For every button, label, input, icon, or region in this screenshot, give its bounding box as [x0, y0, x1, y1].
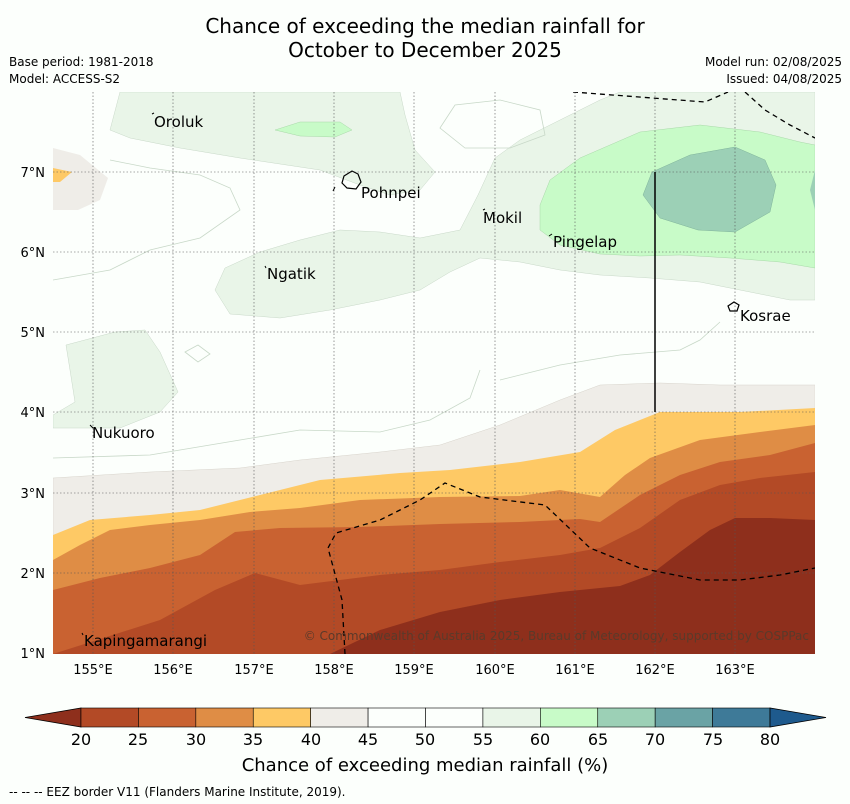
pohnpei-island — [341, 170, 362, 190]
ngatik-atoll-mark — [264, 265, 267, 269]
model-name: Model: ACCESS-S2 — [9, 72, 121, 86]
place-label-kapingamarangi: Kapingamarangi — [84, 632, 207, 650]
contour-loop-b — [439, 99, 546, 149]
title-line-1: Chance of exceeding the median rainfall … — [205, 14, 645, 38]
lon-tick: 161°E — [555, 663, 595, 678]
lat-tick: 1°N — [21, 647, 46, 662]
colorbar-under-arrow — [24, 707, 82, 728]
map-title: Chance of exceeding the median rainfall … — [0, 14, 850, 62]
place-label-kosrae: Kosrae — [740, 307, 791, 325]
place-label-mokil: Mokil — [483, 209, 522, 227]
region-35-40-corner — [53, 168, 72, 182]
colorbar-tick: 25 — [128, 730, 148, 749]
lon-tick: 155°E — [73, 663, 113, 678]
lon-tick: 158°E — [314, 663, 354, 678]
place-label-nukuoro: Nukuoro — [92, 424, 155, 442]
colorbar-tick: 40 — [301, 730, 321, 749]
lon-tick: 160°E — [475, 663, 515, 678]
place-label-pohnpei: Pohnpei — [361, 184, 421, 202]
colorbar-tick: 45 — [358, 730, 378, 749]
contour-loop-a — [184, 344, 211, 363]
lon-ticks: 155°E 156°E 157°E 158°E 159°E 160°E 161°… — [73, 663, 755, 678]
region-55-60-north — [109, 92, 436, 196]
colorbar-cell — [712, 707, 771, 728]
colorbar-cell — [252, 707, 311, 728]
lon-tick: 162°E — [635, 663, 675, 678]
issued-date: Issued: 04/08/2025 — [726, 72, 842, 86]
place-label-ngatik: Ngatik — [267, 265, 316, 283]
lon-tick: 156°E — [153, 663, 193, 678]
footnote: -- -- -- EEZ border V11 (Flanders Marine… — [9, 785, 346, 799]
colorbar-cell — [138, 707, 197, 728]
region-under-20-south — [330, 518, 815, 654]
contour-line-b — [499, 321, 721, 381]
colorbar-cell — [310, 707, 369, 728]
region-65-70-edge — [810, 170, 815, 210]
colorbar-cell — [654, 707, 713, 728]
colorbar-label: Chance of exceeding median rainfall (%) — [241, 755, 609, 776]
colorbar-cell — [367, 707, 426, 728]
ant-atoll-mark — [332, 186, 336, 192]
title-line-2: October to December 2025 — [288, 38, 562, 62]
lat-tick: 6°N — [21, 246, 46, 261]
lon-tick: 159°E — [394, 663, 434, 678]
place-label-pingelap: Pingelap — [553, 233, 617, 251]
pingelap-atoll-mark — [548, 233, 553, 237]
base-period: Base period: 1981-2018 — [9, 55, 154, 69]
colorbar-cell — [80, 707, 139, 728]
colorbar-tick: 35 — [243, 730, 263, 749]
colorbar-cell — [195, 707, 254, 728]
colorbar-cell — [425, 707, 484, 728]
kapingamarangi-atoll-mark — [81, 632, 84, 636]
copyright-text: © Commonwealth of Australia 2025, Bureau… — [304, 629, 809, 643]
map-area: Oroluk Pohnpei Mokil Pingelap Ngatik Kos… — [53, 92, 815, 654]
colorbar-tick: 70 — [645, 730, 665, 749]
colorbar-tick: 60 — [530, 730, 550, 749]
colorbar: 20 25 30 35 40 45 50 55 60 65 70 75 80 — [24, 707, 827, 749]
colorbar-tick: 65 — [588, 730, 608, 749]
colorbar-tick: 30 — [186, 730, 206, 749]
colorbar-tick: 20 — [71, 730, 91, 749]
region-40-45-corner — [53, 148, 108, 210]
mokil-atoll-mark — [482, 208, 486, 211]
region-60-65-patch — [274, 121, 353, 138]
contour-line-a — [53, 159, 241, 281]
place-label-oroluk: Oroluk — [154, 113, 203, 131]
lat-tick: 3°N — [21, 487, 46, 502]
colorbar-tick: 80 — [760, 730, 780, 749]
lat-tick: 5°N — [21, 326, 46, 341]
oroluk-atoll-mark — [151, 112, 155, 115]
colorbar-cell — [482, 707, 541, 728]
eez-borders — [327, 92, 815, 654]
meta-right: Model run: 02/08/2025 Issued: 04/08/2025 — [705, 54, 842, 88]
lon-tick: 157°E — [234, 663, 274, 678]
colorbar-tick: 55 — [473, 730, 493, 749]
lat-tick: 7°N — [21, 166, 46, 181]
region-55-60-west — [53, 329, 179, 429]
colorbar-tick: 50 — [415, 730, 435, 749]
model-run: Model run: 02/08/2025 — [704, 55, 842, 69]
colorbar-cell — [540, 707, 599, 728]
lat-tick: 2°N — [21, 567, 46, 582]
lon-tick: 163°E — [715, 663, 755, 678]
kosrae-island — [727, 301, 740, 312]
lat-tick: 4°N — [21, 406, 46, 421]
meta-left: Base period: 1981-2018 Model: ACCESS-S2 — [9, 54, 154, 88]
colorbar-cell — [597, 707, 656, 728]
lat-ticks: 7°N 6°N 5°N 4°N 3°N 2°N 1°N — [21, 166, 46, 662]
contour-line-c — [53, 369, 481, 459]
nukuoro-atoll-mark — [89, 424, 94, 429]
colorbar-over-arrow — [769, 707, 827, 728]
region-65-70-east — [642, 146, 777, 233]
colorbar-tick: 75 — [703, 730, 723, 749]
colorbar-ticks: 20 25 30 35 40 45 50 55 60 65 70 75 80 — [71, 730, 780, 749]
colorbar-cells — [80, 707, 771, 728]
